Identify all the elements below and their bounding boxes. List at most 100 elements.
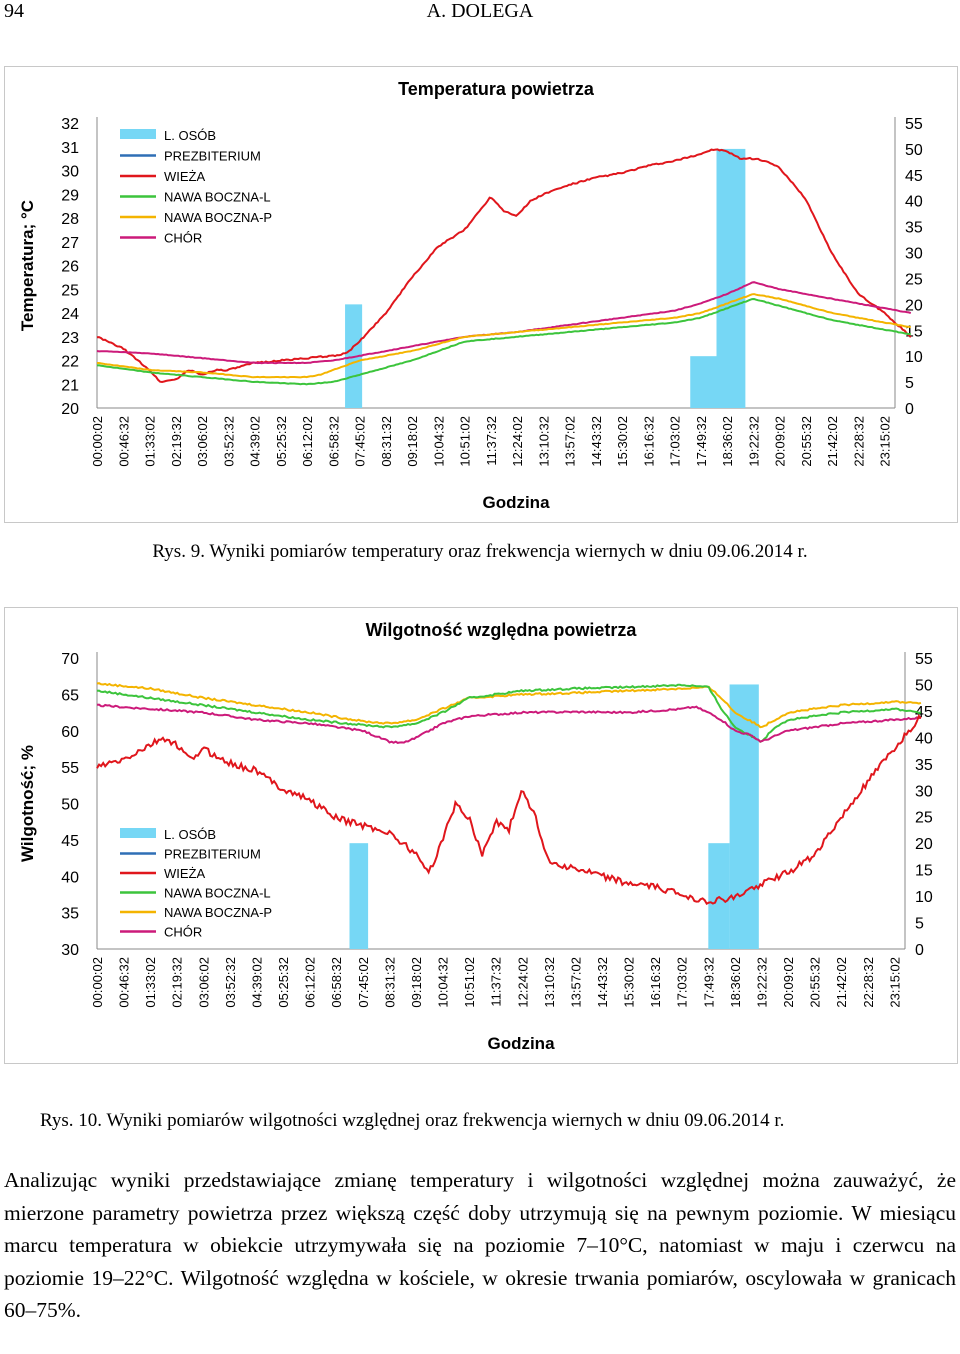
- x-tick-label: 03:06:02: [196, 957, 211, 1008]
- x-tick-label: 08:31:32: [379, 416, 394, 467]
- y-tick-label: 70: [61, 651, 79, 668]
- legend-label: NAWA BOCZNA-L: [164, 190, 271, 205]
- y-tick-label: 29: [61, 187, 79, 204]
- x-tick-label: 05:25:32: [276, 957, 291, 1008]
- legend-label: L. OSÓB: [164, 128, 216, 143]
- y-tick-label: 26: [61, 259, 79, 276]
- x-tick-label: 03:52:32: [223, 957, 238, 1008]
- y2-tick-label: 25: [905, 271, 923, 288]
- x-tick-label: 10:51:02: [458, 416, 473, 467]
- x-tick-label: 02:19:32: [170, 957, 185, 1008]
- humidity-chart: Wilgotność względna powietrza 70 65 60 55 50 4…: [4, 607, 958, 1064]
- y2-tick-label: 5: [905, 375, 914, 392]
- x-tick-label: 03:06:02: [195, 416, 210, 467]
- legend-label: L. OSÓB: [164, 827, 216, 842]
- y-tick-label: 31: [61, 140, 79, 157]
- x-tick-label: 03:52:32: [221, 416, 236, 467]
- y2-tick-label: 10: [905, 349, 923, 366]
- y-tick-label: 32: [61, 116, 79, 133]
- x-tick-label: 20:09:02: [781, 957, 796, 1008]
- figure-10-caption: Rys. 10. Wyniki pomiarów wilgotności wzg…: [40, 1110, 785, 1131]
- x-tick-label: 14:43:32: [589, 416, 604, 467]
- x-tick-label: 00:00:02: [90, 416, 105, 467]
- y-tick-label: 60: [61, 724, 79, 741]
- x-tick-label: 19:22:32: [754, 957, 769, 1008]
- series-line-chór: [96, 281, 912, 365]
- y-tick-label: 23: [61, 330, 79, 347]
- attendance-bar: [690, 356, 717, 408]
- x-tick-label: 17:03:02: [668, 416, 683, 467]
- legend-label: NAWA BOCZNA-P: [164, 905, 272, 920]
- x-tick-label: 20:55:32: [808, 957, 823, 1008]
- x-tick-label: 00:46:32: [116, 416, 131, 467]
- y2-tick-label: 35: [915, 757, 933, 774]
- legend-label: WIEŻA: [164, 169, 205, 184]
- y2-tick-label: 35: [905, 220, 923, 237]
- chart-title: Wilgotność względna powietrza: [366, 620, 638, 640]
- x-tick-label: 04:39:02: [248, 416, 263, 467]
- y2-tick-label: 20: [915, 836, 933, 853]
- x-tick-label: 18:36:02: [720, 416, 735, 467]
- legend-label: CHÓR: [164, 231, 202, 246]
- y-tick-label: 22: [61, 354, 79, 371]
- y2-tick-label: 40: [905, 194, 923, 211]
- x-tick-label: 18:36:02: [728, 957, 743, 1008]
- y-tick-label: 28: [61, 211, 79, 228]
- y-tick-label: 40: [61, 869, 79, 886]
- y-tick-label: 20: [61, 401, 79, 418]
- y-tick-label: 21: [61, 377, 79, 394]
- y-tick-label: 30: [61, 164, 79, 181]
- x-tick-label: 15:30:02: [615, 416, 630, 467]
- x-tick-label: 10:51:02: [462, 957, 477, 1008]
- y2-tick-label: 0: [915, 942, 924, 959]
- series-line-nawa-boczna-p: [97, 293, 911, 379]
- legend-label: NAWA BOCZNA-L: [164, 886, 271, 901]
- legend-label: NAWA BOCZNA-P: [164, 210, 272, 225]
- y-tick-label: 50: [61, 797, 79, 814]
- x-tick-label: 23:15:02: [887, 957, 902, 1008]
- x-tick-label: 07:45:02: [356, 957, 371, 1008]
- y2-tick-label: 50: [915, 677, 933, 694]
- x-tick-label: 00:46:32: [117, 957, 132, 1008]
- legend-swatch-bar: [120, 129, 156, 139]
- y2-tick-label: 10: [915, 889, 933, 906]
- x-tick-label: 00:00:02: [90, 957, 105, 1008]
- x-tick-label: 15:30:02: [622, 957, 637, 1008]
- x-tick-label: 22:28:32: [851, 416, 866, 467]
- x-tick-label: 12:24:02: [515, 957, 530, 1008]
- x-tick-label: 02:19:32: [169, 416, 184, 467]
- legend-label: WIEŻA: [164, 866, 205, 881]
- x-tick-label: 01:33:02: [143, 957, 158, 1008]
- x-tick-label: 06:12:02: [300, 416, 315, 467]
- y-tick-label: 30: [61, 942, 79, 959]
- legend-label: CHÓR: [164, 925, 202, 940]
- x-tick-label: 11:37:32: [489, 957, 504, 1007]
- y-tick-label: 55: [61, 760, 79, 777]
- y2-tick-label: 15: [915, 863, 933, 880]
- x-tick-label: 16:16:32: [648, 957, 663, 1008]
- y-tick-label: 25: [61, 282, 79, 299]
- x-tick-label: 16:16:32: [641, 416, 656, 467]
- x-tick-label: 21:42:02: [825, 416, 840, 467]
- humidity-chart-svg: Wilgotność względna powietrza 70 65 60 55 50 4…: [18, 620, 933, 1053]
- series-line-wieża: [96, 714, 922, 906]
- y-tick-label: 35: [61, 906, 79, 923]
- y2-tick-label: 55: [915, 651, 933, 668]
- y2-tick-label: 40: [915, 730, 933, 747]
- y2-tick-label: 55: [905, 116, 923, 133]
- temperature-chart: Temperatura powietrza 32 31 30 29 28 27 26 25 24 2…: [4, 66, 958, 523]
- x-tick-label: 04:39:02: [249, 957, 264, 1008]
- y2-tick-label: 30: [905, 246, 923, 263]
- x-tick-label: 08:31:32: [382, 957, 397, 1008]
- y2-tick-label: 25: [915, 810, 933, 827]
- series-line-nawa-boczna-p: [96, 682, 922, 729]
- y-tick-label: 45: [61, 833, 79, 850]
- figure-9-caption: Rys. 9. Wyniki pomiarów temperatury oraz…: [152, 541, 808, 562]
- temperature-chart-svg: Temperatura powietrza 32 31 30 29 28 27 26 25 24 2…: [18, 79, 923, 512]
- x-axis-title: Godzina: [487, 1034, 555, 1053]
- x-tick-label: 07:45:02: [353, 416, 368, 467]
- attendance-bar: [729, 684, 759, 949]
- x-tick-label: 20:55:32: [799, 416, 814, 467]
- x-tick-label: 23:15:02: [878, 416, 893, 467]
- y-tick-label: 65: [61, 687, 79, 704]
